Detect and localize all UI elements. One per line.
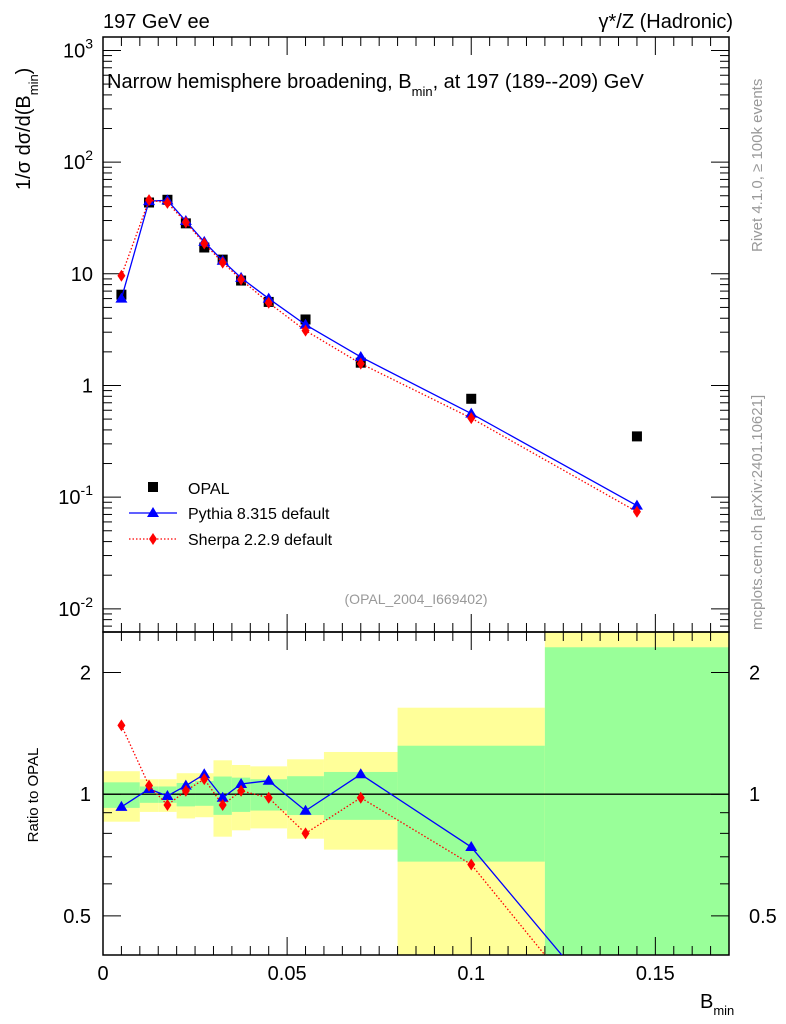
analysis-id-annotation: (OPAL_2004_I669402) [345, 591, 488, 607]
ratio-point-pythia [179, 779, 192, 790]
legend-marker-sherpa [149, 533, 157, 545]
legend-label-sherpa: Sherpa 2.2.9 default [188, 532, 333, 549]
ratio-y-label: Ratio to OPAL [25, 748, 42, 843]
tick-exponent: -2 [81, 594, 94, 610]
ratio-series [115, 719, 563, 955]
series-layer [115, 194, 643, 955]
ratio-point-sherpa [218, 799, 227, 812]
legend-marker-opal [148, 482, 158, 492]
ratio-y-tick-label: 2 [80, 663, 91, 685]
tick-base: 10 [63, 40, 85, 62]
main-y-tick-label: 1 [82, 375, 93, 397]
main-point-sherpa [237, 273, 246, 286]
main-point-opal [466, 393, 477, 404]
axes [102, 36, 730, 956]
legend-label-opal: OPAL [188, 481, 230, 498]
main-point-sherpa [467, 412, 476, 425]
x-tick-label: 0 [97, 963, 108, 985]
ratio-point-sherpa [117, 719, 126, 732]
tick-base: 10 [63, 152, 85, 174]
ratio-point-sherpa [163, 799, 172, 812]
ratio-y-tick-label-right: 2 [749, 663, 760, 685]
ratio-point-pythia [216, 791, 229, 802]
side-text-rivet: Rivet 4.1.0, ≥ 100k events [749, 79, 766, 252]
ratio-point-sherpa [145, 779, 154, 792]
ratio-point-pythia [115, 800, 128, 811]
main-point-sherpa [181, 216, 190, 229]
ratio-point-pythia [161, 789, 174, 800]
ratio-point-pythia [299, 804, 312, 815]
main-series [115, 194, 643, 518]
main-y-tick-label: 10-2 [58, 594, 93, 621]
main-y-label: 1/σ dσ/d(Bmin) [13, 68, 41, 190]
tick-exponent: 2 [85, 147, 93, 163]
ratio-point-sherpa [301, 827, 310, 840]
main-y-tick-label: 10-1 [58, 482, 93, 509]
main-point-pythia [354, 350, 367, 361]
main-y-tick-label: 103 [63, 35, 93, 62]
main-point-sherpa [301, 324, 310, 337]
ratio-point-sherpa [200, 773, 209, 786]
main-point-opal [631, 431, 642, 442]
tick-base: 10 [71, 264, 93, 286]
x-axis-label: Bmin [700, 991, 734, 1018]
main-point-sherpa [117, 269, 126, 282]
side-text-mcplots: mcplots.cern.ch [arXiv:2401.10621] [749, 395, 766, 630]
x-tick-label: 0.1 [457, 963, 485, 985]
legend: OPAL Pythia 8.315 default Sherpa 2.2.9 d… [129, 481, 333, 549]
main-point-sherpa [200, 237, 209, 250]
band-inner-11 [544, 647, 729, 955]
band-inner-4 [195, 781, 214, 806]
legend-marker-pythia [147, 507, 159, 517]
main-y-tick-label: 10 [71, 264, 93, 286]
tick-base: 10 [58, 599, 80, 621]
ratio-y-tick-label: 1 [80, 784, 91, 806]
plot-title: Narrow hemisphere broadening, Bmin, at 1… [107, 71, 644, 99]
main-point-sherpa [632, 505, 641, 518]
main-point-sherpa [218, 256, 227, 269]
legend-label-pythia: Pythia 8.315 default [188, 506, 330, 523]
ratio-point-pythia [465, 841, 478, 852]
ratio-line-pythia [121, 773, 563, 955]
main-point-pythia [630, 499, 643, 510]
ratio-y-tick-label: 0.5 [63, 906, 91, 928]
main-point-pythia [299, 318, 312, 329]
main-line-sherpa [120, 199, 638, 513]
ratio-point-pythia [354, 768, 367, 779]
ratio-line-sherpa [120, 725, 546, 955]
ratio-point-sherpa [181, 784, 190, 797]
ratio-y-tick-label-right: 1 [749, 784, 760, 806]
ratio-uncertainty-bands [103, 632, 729, 955]
main-point-sherpa [264, 296, 273, 309]
x-tick-label: 0.15 [636, 963, 675, 985]
main-point-pythia [115, 292, 128, 303]
main-point-sherpa [145, 194, 154, 207]
ratio-point-sherpa [356, 791, 365, 804]
ratio-point-sherpa [467, 858, 476, 871]
ratio-point-pythia [262, 774, 275, 785]
main-point-sherpa [356, 357, 365, 370]
ratio-y-tick-label-right: 0.5 [749, 906, 777, 928]
main-y-tick-label: 102 [63, 147, 93, 174]
header-right: γ*/Z (Hadronic) [599, 11, 733, 33]
ratio-point-sherpa [264, 791, 273, 804]
tick-base: 1 [82, 375, 93, 397]
tick-exponent: 3 [85, 35, 93, 51]
x-tick-label: 0.05 [268, 963, 307, 985]
tick-exponent: -1 [81, 482, 94, 498]
main-line-pythia [120, 199, 638, 507]
ratio-point-sherpa [237, 784, 246, 797]
main-point-sherpa [163, 196, 172, 209]
tick-base: 10 [58, 487, 80, 509]
header-left: 197 GeV ee [103, 11, 210, 33]
ratio-point-pythia [235, 777, 248, 788]
